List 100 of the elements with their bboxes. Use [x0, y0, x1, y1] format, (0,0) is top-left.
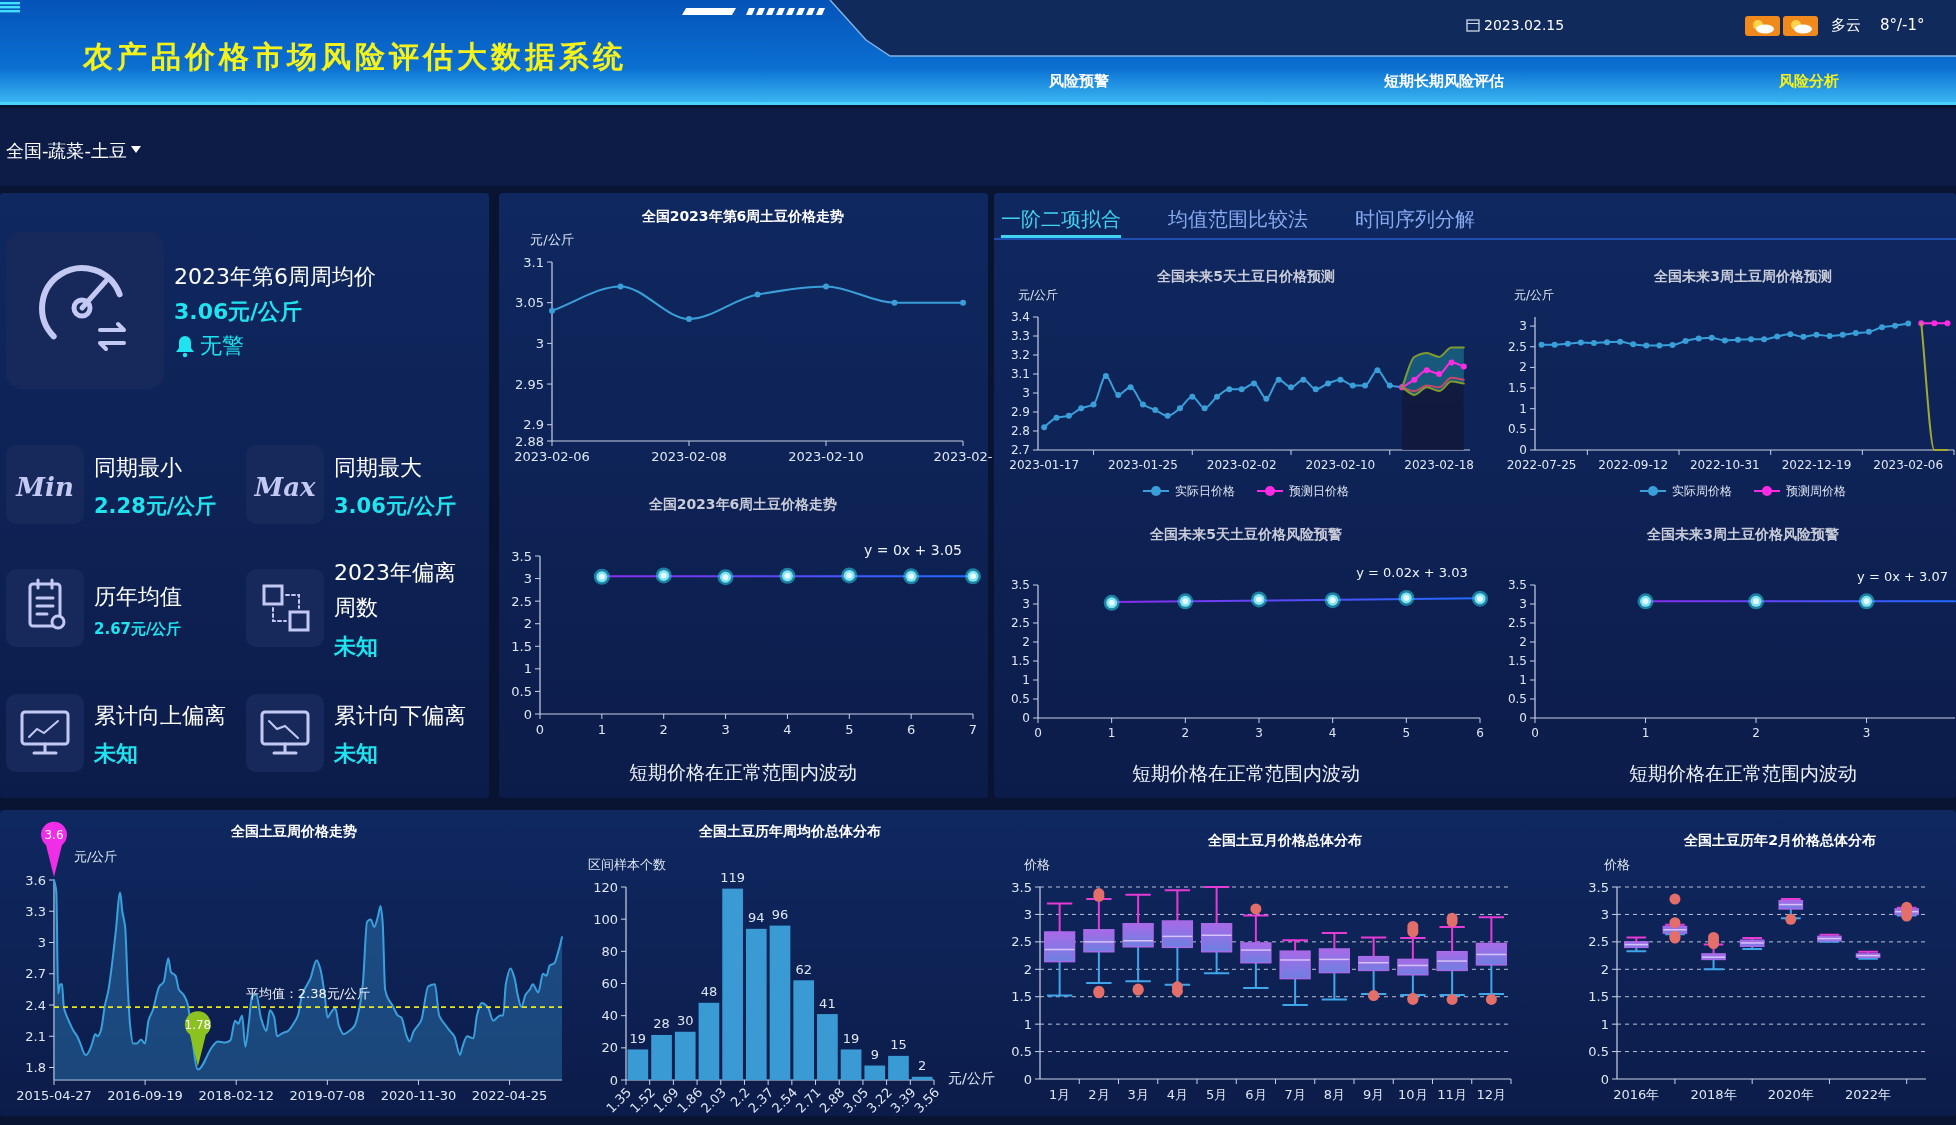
- y-axis-title: 价格: [1023, 856, 1050, 872]
- y-tick-label: 1: [1600, 1016, 1609, 1032]
- text: 同期最小: [94, 454, 182, 482]
- y-axis-title: 元/公斤: [530, 231, 574, 247]
- y-tick-label: 2.5: [1507, 339, 1527, 354]
- y-tick-label: 0.5: [1507, 422, 1527, 437]
- y-tick-label: 3.1: [1010, 367, 1030, 381]
- y-tick-label: 3.3: [25, 903, 46, 919]
- y-tick-label: 3.5: [511, 548, 532, 564]
- text: 全国-蔬菜-土豆: [6, 139, 127, 161]
- x-tick-label: 1: [1107, 725, 1116, 740]
- y-tick-label: 1: [1519, 673, 1527, 687]
- x-tick-label: 2023-02-02: [1206, 457, 1277, 472]
- x-tick-label: 2023-01-17: [1009, 457, 1080, 472]
- legend-label: 预测周价格: [1786, 484, 1846, 498]
- data-label: 28: [653, 1016, 670, 1032]
- text: 均值范围比较法: [1167, 207, 1308, 231]
- text: 2.28元/公斤: [94, 493, 217, 519]
- y-tick-label: 3.05: [515, 295, 544, 311]
- y-axis-title: 元/公斤: [74, 848, 118, 864]
- x-tick-label: 4月: [1166, 1087, 1189, 1103]
- text: 2.67元/公斤: [94, 619, 182, 639]
- y-tick-label: 0: [523, 706, 532, 722]
- x-tick-label: 2018年: [1690, 1087, 1737, 1103]
- text: 历年均值: [94, 583, 182, 611]
- x-tick-label: 2023-01-25: [1108, 457, 1178, 472]
- text: 一阶二项拟合: [1001, 207, 1121, 231]
- data-label: 41: [819, 995, 836, 1011]
- y-tick-label: 0.5: [511, 683, 532, 699]
- text: y = 0x + 3.07: [1857, 568, 1948, 584]
- legend-label: 实际日价格: [1175, 484, 1235, 498]
- x-tick-label: 2016-09-19: [107, 1088, 183, 1104]
- y-tick-label: 3.5: [1010, 578, 1030, 592]
- x-tick-label: 7月: [1284, 1087, 1306, 1103]
- x-tick-label: 1月: [1048, 1087, 1071, 1103]
- y-tick-label: 2: [523, 616, 532, 632]
- y-tick-label: 80: [601, 943, 618, 959]
- data-label: 9: [870, 1047, 879, 1063]
- x-tick-label: 2月: [1088, 1087, 1110, 1103]
- text: 短期价格在正常范围内波动: [629, 761, 857, 783]
- y-tick-label: 3.2: [1010, 348, 1030, 362]
- y-tick-label: 1.5: [1507, 381, 1527, 396]
- chart-title: 全国土豆历年2月价格总体分布: [1683, 832, 1876, 848]
- y-tick-label: 1: [1023, 1016, 1032, 1032]
- chart-title: 全国未来5天土豆日价格预测: [1156, 268, 1335, 284]
- x-tick-label: 10月: [1398, 1087, 1428, 1103]
- y-tick-label: 0: [1600, 1071, 1609, 1087]
- y-tick-label: 2.9: [523, 417, 544, 433]
- y-tick-label: 2.5: [1588, 934, 1609, 950]
- y-tick-label: 1.5: [1507, 654, 1527, 668]
- x-tick-label: 2023-02-06: [1873, 457, 1944, 472]
- y-tick-label: 1: [1519, 401, 1527, 416]
- x-tick-label: 2023-02-08: [651, 449, 727, 465]
- text: 8°/-1°: [1880, 16, 1925, 34]
- annotation: 1.78: [184, 1017, 212, 1032]
- x-tick-label: 2022年: [1845, 1087, 1892, 1103]
- x-tick-label: 2022-10-31: [1689, 457, 1760, 472]
- x-tick-label: 0: [1034, 725, 1042, 740]
- y-tick-label: 2: [1519, 635, 1527, 649]
- y-axis-title: 价格: [1603, 856, 1630, 872]
- y-tick-label: 3.4: [1010, 310, 1030, 324]
- data-label: 19: [629, 1030, 647, 1046]
- x-tick-label: 8月: [1323, 1087, 1346, 1103]
- data-label: 94: [748, 910, 765, 926]
- data-label: 2: [918, 1058, 927, 1074]
- y-tick-label: 2.9: [1010, 405, 1030, 419]
- y-tick-label: 2: [1519, 360, 1527, 375]
- x-tick-label: 6: [907, 722, 916, 738]
- text: Max: [253, 470, 317, 504]
- chart-title: 全国土豆周价格走势: [230, 823, 357, 839]
- y-tick-label: 0: [609, 1072, 618, 1088]
- x-tick-label: 6月: [1245, 1087, 1267, 1103]
- y-tick-label: 3.5: [1507, 578, 1527, 592]
- chart-title: 全国未来3周土豆周价格预测: [1653, 268, 1832, 284]
- y-tick-label: 3: [1022, 386, 1030, 400]
- y-tick-label: 0.5: [1507, 692, 1527, 706]
- x-tick-label: 9月: [1362, 1087, 1385, 1103]
- y-tick-label: 3.5: [1011, 879, 1032, 895]
- y-axis-title: 元/公斤: [1017, 288, 1059, 302]
- x-tick-label: 2018-02-12: [198, 1088, 275, 1104]
- text: 农产品价格市场风险评估大数据系统: [82, 38, 627, 74]
- data-label: 62: [795, 961, 812, 977]
- x-tick-label: 5: [1402, 725, 1411, 740]
- y-tick-label: 0.5: [1011, 1044, 1032, 1060]
- ref-line-label: 平均值：2.38元/公斤: [245, 985, 371, 1001]
- legend-label: 预测日价格: [1289, 484, 1349, 498]
- y-tick-label: 2.5: [1507, 616, 1527, 630]
- y-tick-label: 1: [1022, 673, 1030, 687]
- text: 短期价格在正常范围内波动: [1132, 762, 1360, 784]
- y-tick-label: 0: [1519, 711, 1527, 725]
- y-tick-label: 2.5: [1011, 934, 1032, 950]
- x-tick-label: 2022-07-25: [1506, 457, 1577, 472]
- y-tick-label: 1.5: [1010, 654, 1030, 668]
- chart-title: 全国未来5天土豆价格风险预警: [1149, 526, 1342, 542]
- y-tick-label: 3.5: [1588, 879, 1609, 895]
- y-tick-label: 1: [523, 661, 532, 677]
- annotation: y = 0x + 3.05: [864, 542, 962, 558]
- y-tick-label: 3: [1022, 597, 1030, 611]
- text: 2023.02.15: [1484, 17, 1565, 33]
- y-tick-label: 20: [601, 1040, 618, 1056]
